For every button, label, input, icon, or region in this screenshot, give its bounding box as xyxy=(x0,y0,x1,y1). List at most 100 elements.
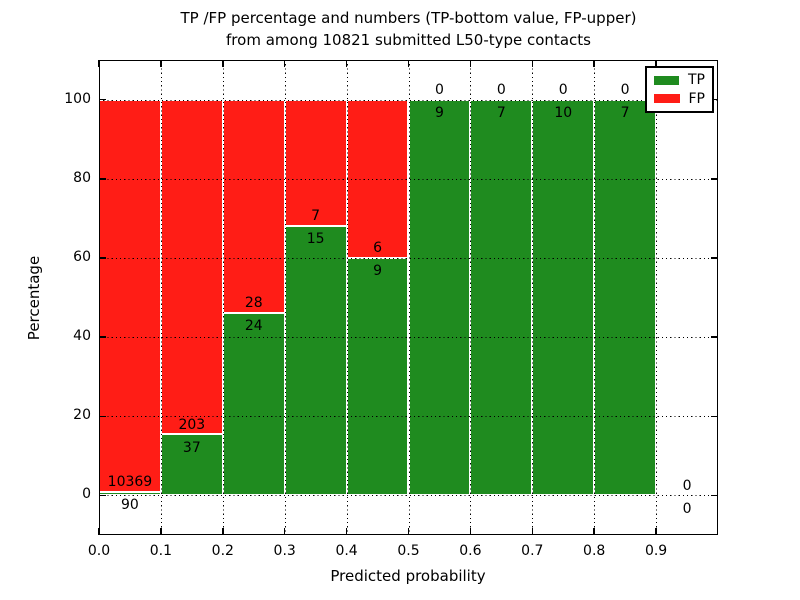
legend-entry-tp: TP xyxy=(654,72,705,88)
x-tick-bottom xyxy=(655,528,657,535)
tp-count-label: 9 xyxy=(373,263,382,280)
tp-count-label: 9 xyxy=(434,104,444,121)
y-tick-label: 100 xyxy=(64,90,91,107)
fp-count-label: 6 xyxy=(373,240,382,257)
x-tick-label: 0.1 xyxy=(149,543,173,559)
grid-line-vertical xyxy=(470,60,472,535)
tp-bar xyxy=(470,99,533,496)
y-tick-left xyxy=(99,336,106,338)
y-tick-label: 0 xyxy=(82,486,91,503)
legend: TP FP xyxy=(645,66,714,113)
legend-fp-swatch xyxy=(654,94,680,104)
y-tick-right xyxy=(711,257,718,259)
tp-bar xyxy=(594,99,657,496)
legend-tp-swatch xyxy=(654,75,679,85)
fp-count-label: 0 xyxy=(682,477,692,494)
y-tick-label: 40 xyxy=(73,328,91,345)
fp-count-label: 0 xyxy=(434,81,444,98)
y-tick-label: 20 xyxy=(73,407,91,424)
x-tick-label: 0.6 xyxy=(459,543,482,559)
tp-bar xyxy=(532,99,595,496)
x-tick-top xyxy=(407,60,410,67)
y-tick-label: 80 xyxy=(73,169,91,186)
tp-count-label: 7 xyxy=(620,104,630,121)
tp-count-label: 15 xyxy=(306,230,325,247)
tp-count-label: 0 xyxy=(682,500,692,517)
legend-tp-label: TP xyxy=(688,72,705,89)
fp-bar xyxy=(99,99,161,492)
legend-entry-fp: FP xyxy=(654,91,705,107)
x-tick-label: 0.3 xyxy=(273,543,296,559)
fp-count-label: 7 xyxy=(311,207,321,224)
grid-line-vertical xyxy=(408,60,410,535)
grid-line-vertical xyxy=(594,60,596,535)
fp-bar xyxy=(222,99,285,313)
grid-line-vertical xyxy=(346,60,348,535)
x-tick-top xyxy=(345,60,348,67)
tp-count-label: 10 xyxy=(554,104,573,121)
x-tick-top xyxy=(593,60,595,67)
y-tick-label: 60 xyxy=(73,248,91,265)
x-tick-label: 0.5 xyxy=(397,543,420,559)
y-tick-right xyxy=(711,415,718,417)
y-tick-right xyxy=(711,178,718,180)
x-tick-label: 0.7 xyxy=(521,543,544,559)
tp-count-label: 24 xyxy=(244,317,263,334)
tp-count-label: 37 xyxy=(182,439,201,456)
fp-count-label: 0 xyxy=(558,81,568,98)
x-tick-top xyxy=(222,60,224,67)
y-tick-left xyxy=(99,257,106,259)
grid-line-vertical xyxy=(160,60,162,535)
x-tick-bottom xyxy=(283,528,286,535)
tp-count-label: 7 xyxy=(496,104,506,121)
y-tick-left xyxy=(99,178,106,180)
x-tick-bottom xyxy=(407,528,410,535)
x-tick-top xyxy=(531,60,534,67)
tp-bar xyxy=(222,312,285,496)
grid-line-vertical xyxy=(656,60,658,535)
y-axis-label: Percentage xyxy=(25,255,43,341)
x-axis-label: Predicted probability xyxy=(330,567,486,585)
fp-bar xyxy=(284,99,347,226)
fp-count-label: 28 xyxy=(244,295,263,312)
x-tick-bottom xyxy=(98,528,100,535)
x-tick-bottom xyxy=(531,528,534,535)
fp-bar xyxy=(160,99,223,435)
legend-fp-label: FP xyxy=(688,90,706,107)
x-tick-top xyxy=(160,60,162,67)
x-tick-label: 0.8 xyxy=(583,543,606,559)
grid-line-vertical xyxy=(284,60,286,535)
x-tick-label: 0.9 xyxy=(644,543,668,559)
fp-count-label: 10369 xyxy=(107,474,153,491)
y-tick-left xyxy=(99,494,106,497)
y-tick-right xyxy=(711,336,718,338)
x-tick-label: 0.4 xyxy=(335,543,358,559)
x-tick-label: 0.0 xyxy=(87,543,111,559)
grid-line-vertical xyxy=(532,60,534,535)
chart-title-line1: TP /FP percentage and numbers (TP-bottom… xyxy=(180,9,637,27)
fp-count-label: 0 xyxy=(620,81,630,98)
fp-count-label: 203 xyxy=(178,416,206,433)
x-tick-label: 0.2 xyxy=(211,543,234,559)
y-tick-right xyxy=(711,494,718,497)
x-tick-top xyxy=(98,60,100,67)
tp-bar xyxy=(408,99,471,496)
x-tick-bottom xyxy=(222,528,224,535)
chart-title-line2: from among 10821 submitted L50-type cont… xyxy=(226,31,591,49)
x-tick-top xyxy=(655,60,657,67)
y-tick-left xyxy=(99,415,106,417)
y-tick-right xyxy=(711,98,718,101)
fp-count-label: 0 xyxy=(496,81,506,98)
chart-title: TP /FP percentage and numbers (TP-bottom… xyxy=(99,7,718,51)
tp-bar xyxy=(284,225,347,496)
tp-bar xyxy=(346,257,409,496)
x-tick-bottom xyxy=(345,528,348,535)
x-tick-top xyxy=(469,60,472,67)
tp-count-label: 90 xyxy=(121,497,139,514)
grid-line-vertical xyxy=(222,60,224,535)
x-tick-bottom xyxy=(469,528,472,535)
fp-bar xyxy=(346,99,409,258)
y-tick-left xyxy=(99,98,106,101)
x-tick-top xyxy=(283,60,286,67)
